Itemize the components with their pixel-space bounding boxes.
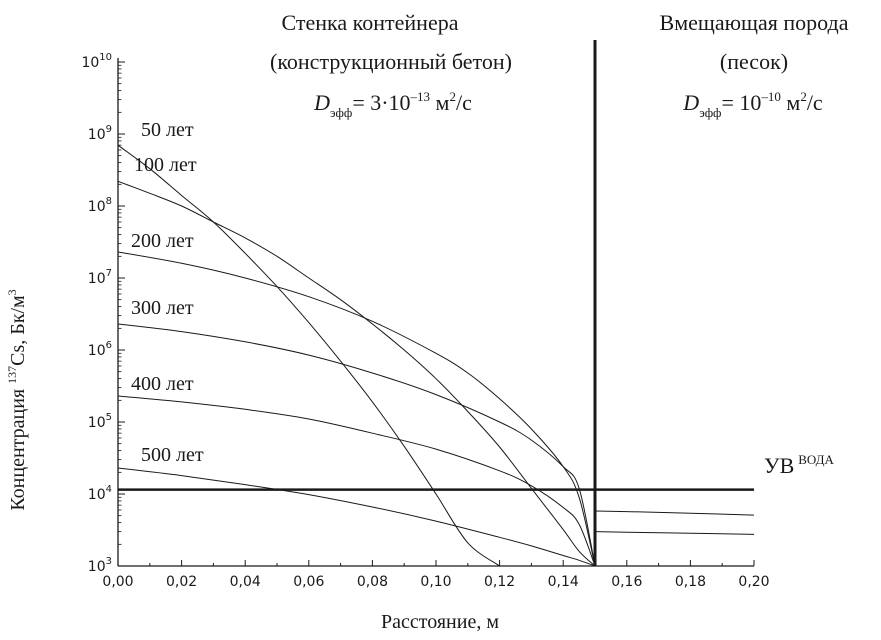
series-line-2 — [117, 251, 596, 567]
y-tick-base: 10 — [88, 415, 106, 431]
y-tick-base: 10 — [88, 487, 106, 503]
wall-d-unit-sup: 2 — [449, 89, 456, 104]
wall-d-sub: эфф — [330, 105, 352, 120]
y-axis-title-isotope: 137 — [5, 366, 19, 384]
series-label-400: 400 лет — [131, 373, 194, 395]
y-tick-base: 10 — [88, 271, 106, 287]
series-label-300: 300 лет — [131, 297, 194, 319]
y-tick-exp: 8 — [106, 196, 112, 207]
y-tick-base: 10 — [81, 55, 99, 71]
y-tick-label: 109 — [88, 124, 112, 143]
rock-diffusion-coefficient: Dэфф= 10–10 м2/с — [682, 89, 823, 120]
y-axis-title-main: Концентрация — [7, 389, 29, 511]
rock-region-title: Вмещающая порода — [660, 10, 849, 35]
rock-d-exp: –10 — [760, 89, 781, 104]
y-tick-base: 10 — [88, 343, 106, 359]
x-tick-label: 0,08 — [357, 574, 388, 590]
y-tick-exp: 9 — [106, 124, 112, 135]
x-tick-label: 0,18 — [675, 574, 706, 590]
series-line-5 — [117, 467, 596, 567]
rock-d-sub: эфф — [699, 105, 721, 120]
x-tick-label: 0,00 — [102, 574, 133, 590]
y-tick-exp: 7 — [106, 268, 112, 279]
rock-d-unit: м — [781, 90, 801, 115]
series-label-50: 50 лет — [141, 119, 194, 141]
series-line-3 — [117, 323, 596, 567]
x-tick-label: 0,02 — [166, 574, 197, 590]
y-tick-label: 105 — [88, 412, 112, 431]
wall-d-symbol: D — [313, 90, 330, 115]
x-tick-label: 0,16 — [611, 574, 642, 590]
y-tick-label: 107 — [88, 268, 112, 287]
x-tick-label: 0,06 — [293, 574, 324, 590]
threshold-label-main: УВ — [764, 453, 794, 478]
x-tick-label: 0,20 — [738, 574, 769, 590]
y-axis-title-unit-sup: 3 — [5, 289, 19, 295]
series-line-1 — [117, 180, 596, 567]
threshold-label-sup: ВОДА — [798, 452, 834, 467]
series-label-100: 100 лет — [134, 154, 197, 176]
y-tick-base: 10 — [88, 127, 106, 143]
y-axis-title-element: Cs, Бк/м — [7, 295, 29, 366]
y-tick-base: 10 — [88, 559, 106, 575]
rock-d-unit-sup: 2 — [800, 89, 807, 104]
series-line-4 — [117, 395, 596, 567]
x-axis-title: Расстояние, м — [381, 611, 499, 633]
wall-d-unit-end: /с — [456, 90, 472, 115]
y-tick-exp: 6 — [106, 340, 112, 351]
wall-d-exp: –13 — [410, 89, 431, 104]
series-label-500: 500 лет — [141, 444, 204, 466]
rock-series-line-1 — [594, 531, 755, 535]
x-tick-label: 0,12 — [484, 574, 515, 590]
rock-d-symbol: D — [682, 90, 699, 115]
y-tick-base: 10 — [88, 199, 106, 215]
series-label-200: 200 лет — [131, 230, 194, 252]
rock-series-line-0 — [594, 510, 755, 516]
y-tick-exp: 10 — [99, 52, 112, 63]
y-axis-title: Концентрация 137Cs, Бк/м3 — [5, 289, 29, 510]
series-line-0 — [117, 144, 500, 567]
x-tick-label: 0,10 — [420, 574, 451, 590]
y-tick-label: 1010 — [81, 52, 112, 71]
y-tick-label: 108 — [88, 196, 112, 215]
y-tick-label: 104 — [88, 484, 112, 503]
rock-d-unit-end: /с — [807, 90, 823, 115]
y-tick-label: 103 — [88, 556, 112, 575]
wall-region-title: Стенка контейнера — [282, 10, 459, 35]
y-tick-exp: 5 — [106, 412, 112, 423]
rock-d-value: = 10 — [721, 90, 761, 115]
wall-region-subtitle: (конструкционный бетон) — [270, 49, 512, 74]
wall-d-unit: м — [430, 90, 450, 115]
y-tick-exp: 3 — [106, 556, 112, 567]
wall-diffusion-coefficient: Dэфф= 3·10–13 м2/с — [313, 89, 472, 120]
x-tick-label: 0,04 — [230, 574, 261, 590]
threshold-label: УВ ВОДА — [764, 452, 835, 478]
rock-region-subtitle: (песок) — [720, 49, 788, 74]
wall-d-value: = 3·10 — [352, 90, 410, 115]
x-tick-label: 0,14 — [548, 574, 579, 590]
y-tick-label: 106 — [88, 340, 112, 359]
y-tick-exp: 4 — [106, 484, 112, 495]
